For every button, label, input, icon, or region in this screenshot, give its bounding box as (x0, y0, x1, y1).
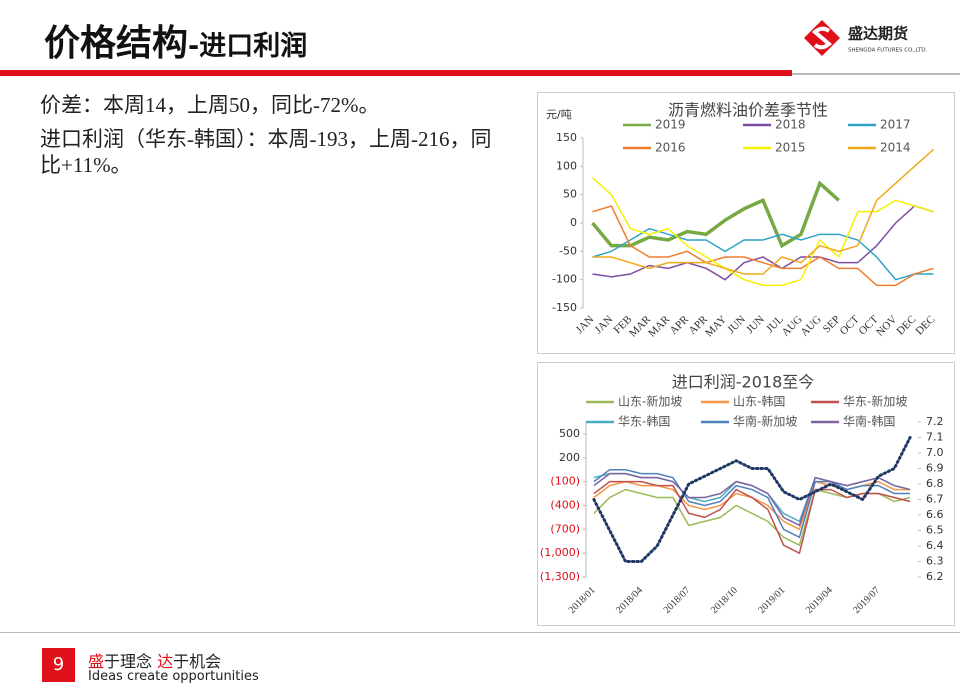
x-tick-label: 2019/01 (756, 585, 787, 616)
slogan-en: Ideas create opportunities (88, 669, 259, 684)
y2-tick-label: 6.2 (926, 570, 944, 583)
x-tick-label: AUG (779, 313, 804, 338)
body-line: 进口利润（华东-韩国）：本周-193，上周-216，同比+11%。 (40, 127, 492, 177)
x-tick-label: DEC (894, 313, 918, 337)
x-tick-label: 2018/07 (662, 585, 693, 616)
series-line (592, 205, 934, 281)
series-line (593, 480, 911, 555)
title-sub: -进口利润 (188, 31, 308, 62)
y2-tick-label: 7.0 (926, 446, 944, 459)
legend-label: 2019 (655, 118, 686, 132)
x-tick-label: APR (667, 313, 691, 337)
legend-label: 山东-新加坡 (618, 394, 682, 409)
series-line (591, 177, 934, 287)
y-tick-label: 50 (563, 188, 577, 201)
header-bar (0, 70, 792, 76)
y2-tick-label: 6.4 (926, 539, 944, 552)
logo-sub: SHENGDA FUTURES CO.,LTD. (848, 48, 928, 54)
body-line: 价差：本周14，上周50，同比-72%。 (40, 93, 380, 117)
x-tick-label: NOV (874, 313, 899, 338)
legend-label: 华南-新加坡 (733, 414, 797, 429)
x-tick-label: JAN (593, 313, 616, 336)
y-tick-label: (400) (550, 498, 580, 511)
x-tick-label: DEC (913, 313, 937, 337)
chart: 沥青燃料油价差季节性元/吨-150-100-50050100150JANJANF… (537, 92, 955, 354)
logo-text: 盛达期货 (848, 25, 908, 43)
x-tick-label: 2018/01 (567, 585, 598, 616)
x-tick-label: 2019/07 (851, 585, 882, 616)
series-line (593, 472, 911, 527)
y-tick-label: -100 (552, 273, 577, 286)
slogan-part: 于机会 (173, 652, 222, 671)
series-line (591, 180, 840, 249)
y-tick-label: (100) (550, 475, 580, 488)
logo-icon-s (811, 26, 833, 50)
legend-label: 2015 (775, 141, 806, 155)
legend-label: 2018 (775, 118, 806, 132)
series-line (592, 227, 934, 281)
series-line (593, 480, 911, 531)
x-tick-label: AUG (798, 313, 823, 338)
legend-label: 华南-韩国 (843, 414, 895, 429)
slogan-part: 盛 (88, 652, 105, 671)
footer-line (0, 632, 960, 633)
legend-label: 华东-新加坡 (843, 394, 907, 409)
x-tick-label: 2018/10 (709, 585, 740, 616)
body-text: 价差：本周14，上周50，同比-72%。 进口利润（华东-韩国）：本周-193，… (40, 92, 510, 186)
y2-tick-label: 6.7 (926, 493, 944, 506)
y2-tick-label: 7.1 (926, 431, 944, 444)
y-tick-label: 500 (559, 427, 580, 440)
legend-label: 山东-韩国 (733, 394, 785, 409)
x-tick-label: 2018/04 (614, 585, 645, 616)
series-line (592, 436, 912, 563)
chart: 进口利润-2018至今 500 200 (100) (400) (700) (1,000) (… (537, 362, 955, 626)
title: 价格结构-进口利润 (44, 14, 307, 66)
legend-label: 2016 (655, 141, 686, 155)
y2-tick-label: 6.3 (926, 555, 944, 568)
y2-tick-label: 6.6 (926, 508, 944, 521)
slogan-part: 达 (157, 652, 174, 671)
slogan-part: 于理念 (104, 652, 158, 671)
header-bar-gray (792, 73, 960, 75)
y-tick-label: -50 (559, 244, 577, 257)
y2-tick-label: 6.8 (926, 477, 944, 490)
y-axis-label: 元/吨 (546, 108, 572, 121)
y-tick-label: (1,300) (540, 570, 580, 583)
logo: 盛达期货 SHENGDA FUTURES CO.,LTD. (804, 20, 928, 56)
x-tick-label: 2019/04 (804, 585, 835, 616)
series-line (592, 148, 935, 275)
y-tick-label: 100 (556, 159, 577, 172)
y2-tick-label: 7.2 (926, 415, 944, 428)
y-tick-label: -150 (552, 301, 577, 314)
y-tick-label: (1,000) (540, 546, 580, 559)
y-tick-label: 150 (556, 131, 577, 144)
y2-tick-label: 6.9 (926, 462, 944, 475)
y-tick-label: (700) (550, 522, 580, 535)
title-main: 价格结构 (44, 23, 189, 64)
x-tick-label: JUN (744, 313, 767, 336)
x-tick-label: OCT (838, 313, 862, 337)
x-tick-label: JUN (725, 313, 748, 336)
series-line (593, 468, 911, 539)
slogan: 盛于理念 达于机会 (88, 648, 221, 672)
legend-label: 2017 (880, 118, 911, 132)
y-tick-label: 0 (570, 216, 577, 229)
page-number: 9 (42, 648, 75, 682)
legend-label: 2014 (880, 141, 911, 155)
chart-title: 进口利润-2018至今 (672, 373, 815, 392)
chart-title: 沥青燃料油价差季节性 (668, 101, 828, 120)
y2-tick-label: 6.5 (926, 524, 944, 537)
series-line (592, 205, 934, 287)
y-tick-label: 200 (559, 451, 580, 464)
x-tick-label: JAN (574, 313, 597, 336)
legend-label: 华东-韩国 (618, 414, 670, 429)
